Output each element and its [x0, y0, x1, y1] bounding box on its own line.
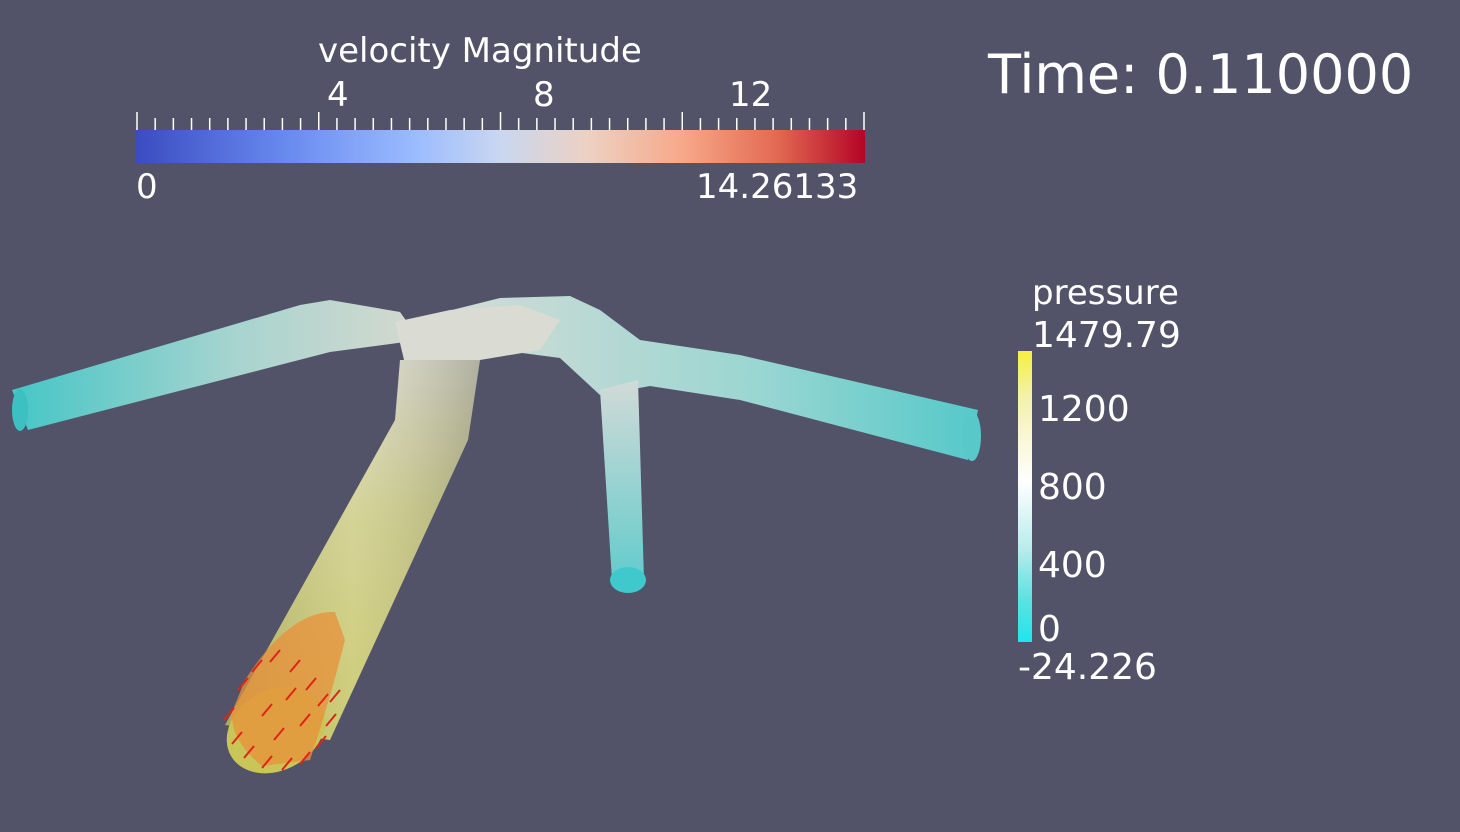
- velocity-legend-title: velocity Magnitude: [318, 31, 642, 71]
- velocity-glyphs: [231, 611, 345, 766]
- left-branch: [12, 300, 420, 430]
- time-label: Time: 0.110000: [988, 43, 1414, 106]
- velocity-range-max: 14.26133: [696, 167, 859, 207]
- small-branch: [600, 380, 644, 580]
- velocity-arrows: [223, 649, 341, 771]
- pressure-tick-label: 1200: [1038, 389, 1130, 430]
- pressure-tick-label: 0: [1038, 609, 1061, 650]
- velocity-color-bar: [136, 130, 865, 163]
- velocity-tick-label: 4: [327, 75, 349, 115]
- pressure-range-max: 1479.79: [1032, 315, 1181, 356]
- pressure-range-min: -24.226: [1018, 647, 1157, 688]
- velocity-tick-label: 12: [729, 75, 773, 115]
- velocity-legend-ticks: [136, 112, 865, 130]
- pressure-tick-label: 400: [1038, 545, 1107, 586]
- right-branch: [420, 296, 978, 460]
- pressure-legend-title: pressure: [1032, 273, 1179, 313]
- velocity-tick-label: 8: [533, 75, 555, 115]
- velocity-range-min: 0: [136, 167, 158, 207]
- pressure-tick-label: 800: [1038, 467, 1107, 508]
- pressure-color-bar: [1018, 351, 1032, 642]
